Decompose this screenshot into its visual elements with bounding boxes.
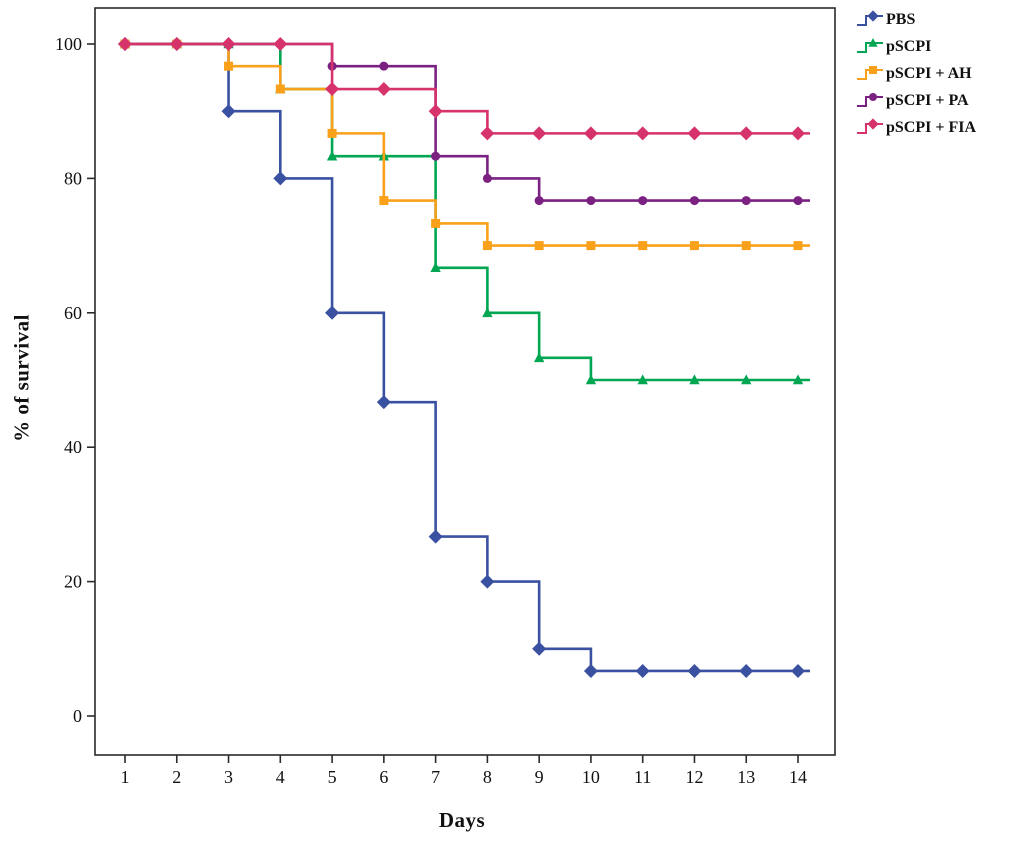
- series-pSCPI+PA: [120, 39, 810, 206]
- y-tick-label: 60: [64, 303, 82, 323]
- x-tick-label: 12: [685, 767, 703, 787]
- legend-item-label: pSCPI + AH: [886, 65, 972, 82]
- legend-marker-icon: [857, 10, 883, 26]
- series-pSCPI+AH: [120, 39, 810, 251]
- y-tick-label: 0: [73, 706, 82, 726]
- x-tick-label: 9: [535, 767, 544, 787]
- legend-item-label: pSCPI: [886, 38, 932, 55]
- x-tick-label: 7: [431, 767, 440, 787]
- x-tick-label: 13: [737, 767, 755, 787]
- legend-item: pSCPI + FIA: [856, 118, 976, 138]
- legend-item: PBS: [856, 10, 976, 30]
- x-tick-label: 5: [328, 767, 337, 787]
- legend-item-label: pSCPI + PA: [886, 92, 969, 109]
- legend-marker-icon: [857, 66, 883, 80]
- y-tick-label: 100: [55, 34, 82, 54]
- x-tick-label: 6: [379, 767, 388, 787]
- y-axis-title: % of survival: [9, 314, 34, 442]
- x-tick-label: 8: [483, 767, 492, 787]
- series-line: [125, 42, 810, 247]
- x-tick-label: 4: [276, 767, 285, 787]
- legend-marker-icon: [857, 93, 883, 107]
- series-pSCPI: [119, 38, 810, 385]
- x-axis-title: Days: [438, 808, 486, 832]
- plot-frame: [94, 7, 836, 756]
- legend-item: pSCPI + AH: [856, 64, 976, 84]
- x-tick-label: 14: [789, 767, 807, 787]
- x-tick-label: 3: [224, 767, 233, 787]
- x-tick-label: 2: [172, 767, 181, 787]
- series-line: [125, 42, 810, 673]
- y-tick-label: 40: [64, 437, 82, 457]
- legend-item: pSCPI + PA: [856, 91, 976, 111]
- series-line: [125, 42, 810, 135]
- legend-marker-icon: [857, 118, 883, 134]
- x-axis-ticks: 1 2 3 4 5 6 7 8 9 10 11 12 13 14: [121, 755, 807, 787]
- series-pSCPI+FIA: [118, 37, 810, 141]
- x-tick-label: 10: [582, 767, 600, 787]
- series-line: [125, 42, 810, 382]
- x-tick-label: 1: [121, 767, 130, 787]
- legend-item-label: pSCPI + FIA: [886, 119, 977, 136]
- legend: PBS pSCPI pSCPI + AH pSCPI + PA pSCPI + …: [856, 10, 976, 138]
- legend-item: pSCPI: [856, 37, 976, 57]
- y-tick-label: 20: [64, 572, 82, 592]
- legend-marker-icon: [857, 38, 883, 53]
- legend-item-label: PBS: [886, 11, 916, 28]
- y-tick-label: 80: [64, 168, 82, 188]
- x-tick-label: 11: [634, 767, 651, 787]
- y-axis-ticks: 0 20 40 60 80 100: [55, 34, 95, 726]
